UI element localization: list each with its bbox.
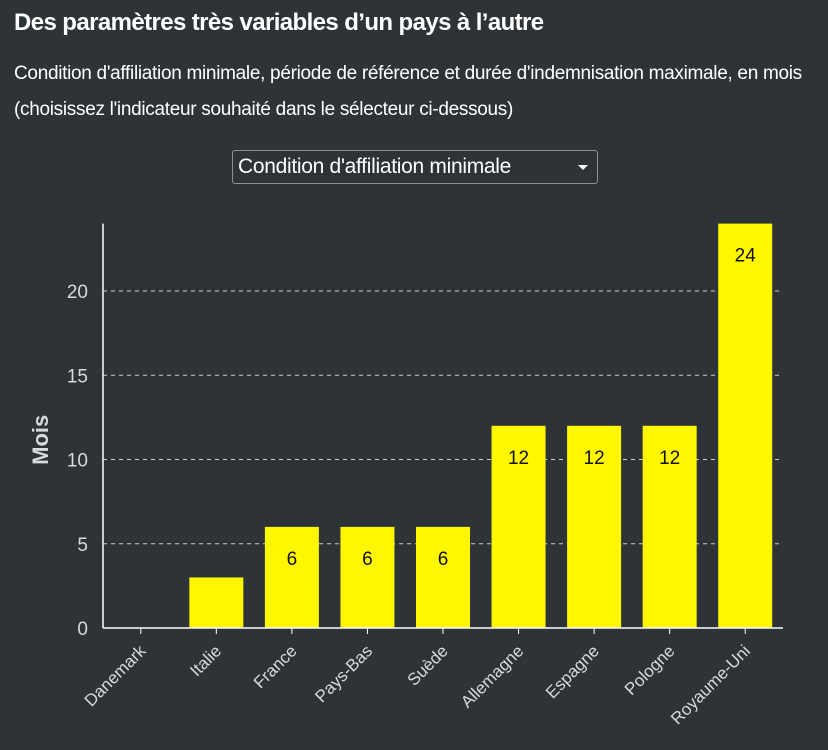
data-label: 12 [659,448,680,469]
y-tick-label: 15 [67,366,88,387]
x-tick-label: Danemark [81,641,150,710]
bar [340,526,395,628]
data-label: 12 [508,448,529,469]
y-tick-label: 0 [77,619,88,640]
x-tick-label: Italie [186,641,225,680]
y-tick-label: 5 [77,535,88,556]
bar [567,425,622,628]
bar [264,526,319,628]
data-label: 6 [287,549,298,570]
chevron-down-icon [578,165,588,170]
chart-subtitle: Condition d'affiliation minimale, périod… [14,63,802,120]
data-label: 24 [735,246,757,267]
data-label: 12 [584,448,605,469]
y-axis-label: Mois [28,415,53,465]
x-tick-label: Royaume-Uni [667,641,754,728]
x-tick-label: Pologne [621,641,679,699]
indicator-select[interactable]: Condition d'affiliation minimale [232,150,598,184]
bar [642,425,697,628]
x-tick-label: France [250,641,301,692]
bar [416,526,470,628]
y-tick-label: 10 [67,451,88,472]
data-label: 6 [362,549,373,570]
x-tick-label: Pays-Bas [311,641,376,706]
bar [189,577,244,628]
bar [718,223,773,628]
bar [491,425,546,628]
data-label: 6 [438,549,449,570]
chart-title: Des paramètres très variables d’un pays … [14,9,544,36]
bar-chart: 0 5 10 15 20 Mois Danemark Italie 6 France 6 Pays-B… [28,223,783,728]
y-tick-label: 20 [67,282,88,303]
indicator-select-value: Condition d'affiliation minimale [238,155,512,178]
x-tick-label: Allemagne [457,641,527,711]
x-tick-label: Suède [404,641,452,689]
x-tick-label: Espagne [542,641,603,702]
